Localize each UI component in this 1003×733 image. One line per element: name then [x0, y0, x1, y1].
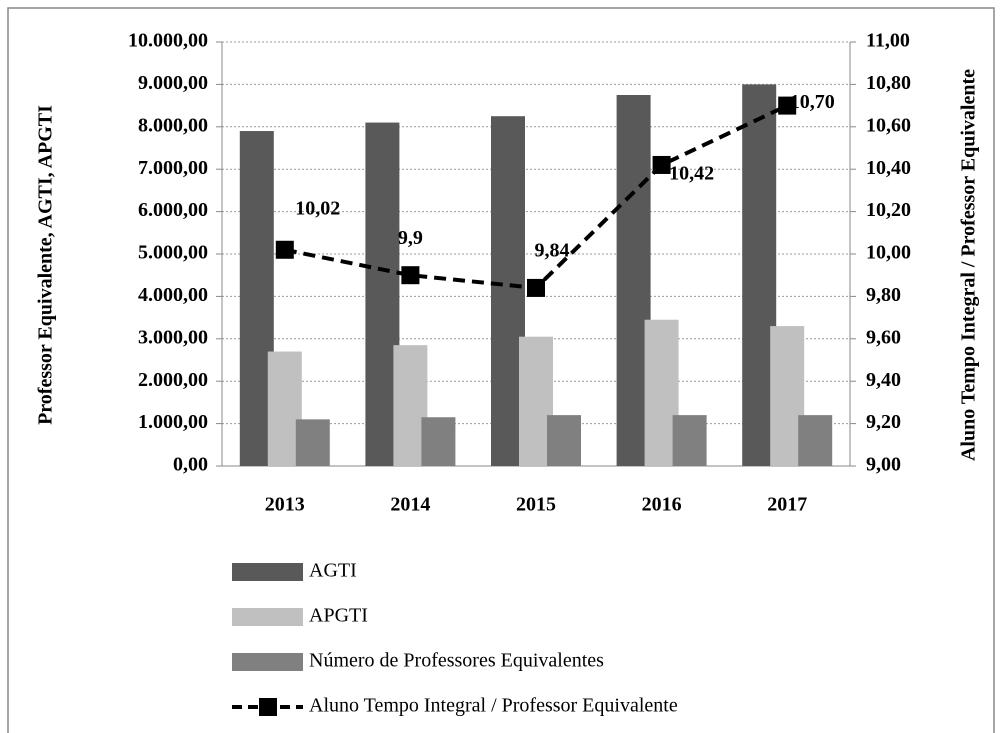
- y2-tick-label: 10,80: [866, 72, 911, 94]
- y-tick-label: 7.000,00: [138, 157, 208, 179]
- legend-label: Número de Professores Equivalentes: [309, 650, 604, 672]
- y-axis-title: Professor Equivalente, AGTI, APGTI: [35, 105, 57, 425]
- data-label: 10,02: [295, 197, 340, 219]
- x-tick-label: 2017: [767, 494, 807, 516]
- bar: [295, 419, 330, 466]
- y2-axis-title: Aluno Tempo Integral / Professor Equival…: [958, 69, 980, 461]
- x-tick-label: 2015: [516, 494, 556, 516]
- y-tick-label: 8.000,00: [138, 114, 208, 136]
- legend-label: AGTI: [309, 560, 357, 582]
- bar: [547, 415, 581, 466]
- y2-tick-label: 9,40: [866, 369, 901, 391]
- legend-label: Aluno Tempo Integral / Professor Equival…: [309, 695, 678, 717]
- legend-label: APGTI: [309, 605, 368, 627]
- y2-tick-label: 9,00: [866, 454, 901, 476]
- y-tick-label: 4.000,00: [138, 284, 208, 306]
- y-tick-label: 6.000,00: [138, 199, 208, 221]
- legend-swatch: [232, 653, 303, 671]
- y-tick-label: 0,00: [173, 454, 208, 476]
- y2-tick-label: 9,20: [866, 411, 901, 433]
- bar: [798, 415, 833, 466]
- y-tick-label: 3.000,00: [138, 326, 208, 348]
- line-marker: [401, 266, 420, 285]
- legend-swatch: [259, 698, 277, 716]
- data-label: 9,9: [398, 227, 423, 249]
- chart-border: [7, 7, 995, 733]
- y2-tick-label: 10,40: [866, 157, 911, 179]
- data-label: 10,42: [669, 163, 714, 185]
- y2-tick-label: 9,60: [866, 326, 901, 348]
- y2-tick-label: 9,80: [866, 284, 901, 306]
- line-marker: [652, 155, 671, 174]
- line-marker: [778, 96, 797, 115]
- y2-tick-label: 10,20: [866, 199, 911, 221]
- y2-tick-label: 10,00: [866, 242, 911, 264]
- data-label: 9,84: [535, 240, 570, 262]
- x-tick-label: 2014: [390, 494, 430, 516]
- line-marker: [275, 240, 294, 259]
- data-label: 10,70: [790, 91, 835, 113]
- y2-tick-label: 10,60: [866, 114, 911, 136]
- bar: [672, 415, 707, 466]
- y2-tick-label: 11,00: [866, 30, 910, 52]
- y-tick-label: 9.000,00: [138, 72, 208, 94]
- y-tick-label: 5.000,00: [138, 242, 208, 264]
- x-tick-label: 2016: [642, 494, 682, 516]
- y-tick-label: 1.000,00: [138, 411, 208, 433]
- legend-swatch: [232, 563, 303, 581]
- x-tick-label: 2013: [265, 494, 305, 516]
- y-tick-label: 2.000,00: [138, 369, 208, 391]
- bar: [421, 417, 456, 466]
- legend-swatch: [232, 608, 303, 626]
- y-tick-label: 10.000,00: [128, 30, 208, 52]
- line-marker: [527, 278, 545, 297]
